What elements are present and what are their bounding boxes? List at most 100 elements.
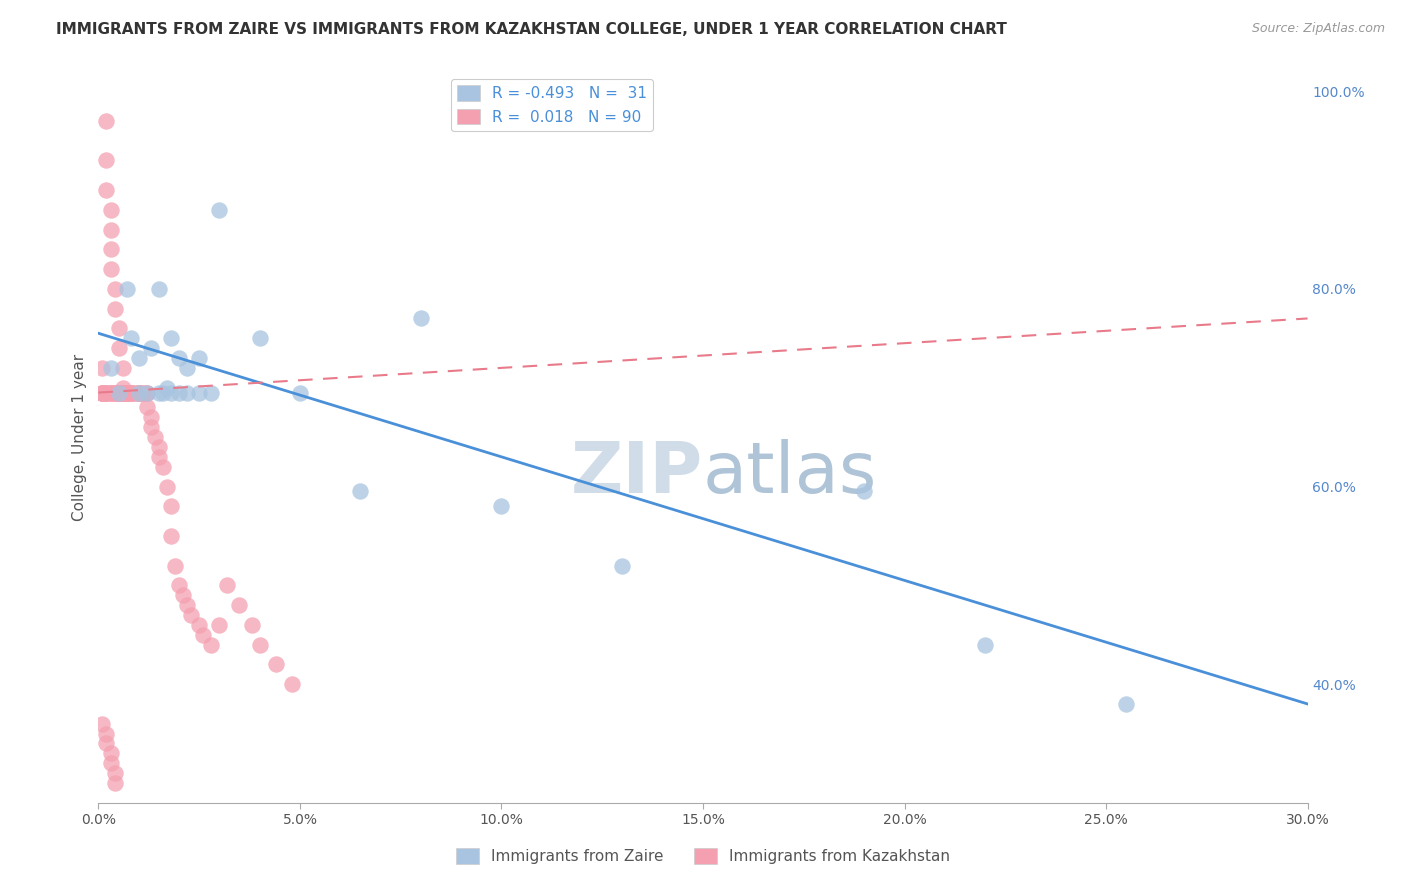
Point (120, 385, 142, 400)
Point (111, 381, 134, 395)
Point (148, 385, 170, 400)
Point (1115, 697, 1137, 711)
Text: IMMIGRANTS FROM ZAIRE VS IMMIGRANTS FROM KAZAKHSTAN COLLEGE, UNDER 1 YEAR CORREL: IMMIGRANTS FROM ZAIRE VS IMMIGRANTS FROM… (56, 22, 1007, 37)
Point (217, 578, 239, 592)
Point (264, 657, 287, 672)
Point (148, 450, 170, 464)
Point (111, 360, 134, 375)
Point (91, 360, 114, 375)
Point (91, 385, 114, 400)
Point (200, 638, 222, 652)
Point (156, 381, 179, 395)
Legend: Immigrants from Zaire, Immigrants from Kazakhstan: Immigrants from Zaire, Immigrants from K… (450, 842, 956, 871)
Point (974, 638, 997, 652)
Point (139, 341, 162, 355)
Point (128, 385, 150, 400)
Point (152, 385, 174, 400)
Point (103, 282, 125, 296)
Point (167, 385, 190, 400)
Point (120, 385, 142, 400)
Point (107, 385, 129, 400)
Y-axis label: College, Under 1 year: College, Under 1 year (72, 353, 87, 521)
Point (139, 420, 162, 434)
Point (228, 598, 250, 612)
Point (176, 360, 198, 375)
Point (132, 385, 155, 400)
Point (409, 311, 432, 326)
Point (491, 500, 513, 514)
Point (115, 282, 138, 296)
Point (188, 618, 211, 632)
Point (120, 385, 142, 400)
Point (160, 529, 183, 543)
Point (128, 385, 150, 400)
Point (148, 282, 170, 296)
Point (160, 331, 183, 345)
Point (120, 331, 142, 345)
Point (176, 598, 198, 612)
Point (148, 440, 170, 454)
Point (107, 385, 129, 400)
Point (240, 618, 263, 632)
Point (193, 628, 215, 642)
Legend: R = -0.493   N =  31, R =  0.018   N = 90: R = -0.493 N = 31, R = 0.018 N = 90 (451, 79, 652, 131)
Point (115, 385, 138, 400)
Point (96, 737, 118, 751)
Point (115, 385, 138, 400)
Point (100, 756, 122, 771)
Point (96, 385, 118, 400)
Point (100, 385, 122, 400)
Point (163, 558, 186, 573)
Point (120, 385, 142, 400)
Point (160, 500, 183, 514)
Point (139, 410, 162, 425)
Point (100, 360, 122, 375)
Point (167, 351, 190, 365)
Point (135, 401, 157, 415)
Point (100, 202, 122, 217)
Point (156, 479, 179, 493)
Point (249, 638, 271, 652)
Point (107, 321, 129, 335)
Point (143, 430, 166, 444)
Point (107, 385, 129, 400)
Point (100, 262, 122, 277)
Point (103, 766, 125, 780)
Point (107, 385, 129, 400)
Point (96, 385, 118, 400)
Point (167, 578, 190, 592)
Point (853, 484, 876, 499)
Point (111, 385, 134, 400)
Point (135, 385, 157, 400)
Point (111, 385, 134, 400)
Point (172, 588, 194, 602)
Point (128, 351, 150, 365)
Point (188, 351, 211, 365)
Point (103, 385, 125, 400)
Point (115, 385, 138, 400)
Point (288, 385, 311, 400)
Point (107, 341, 129, 355)
Point (124, 385, 146, 400)
Point (107, 385, 129, 400)
Point (160, 385, 183, 400)
Point (111, 385, 134, 400)
Point (107, 385, 129, 400)
Point (128, 385, 150, 400)
Point (107, 385, 129, 400)
Point (96, 385, 118, 400)
Point (111, 385, 134, 400)
Point (96, 183, 118, 197)
Point (152, 459, 174, 474)
Point (96, 385, 118, 400)
Point (103, 776, 125, 790)
Point (208, 202, 231, 217)
Point (91, 385, 114, 400)
Point (128, 385, 150, 400)
Point (100, 385, 122, 400)
Text: ZIP: ZIP (571, 439, 703, 508)
Point (176, 385, 198, 400)
Point (103, 385, 125, 400)
Point (135, 385, 157, 400)
Point (188, 385, 211, 400)
